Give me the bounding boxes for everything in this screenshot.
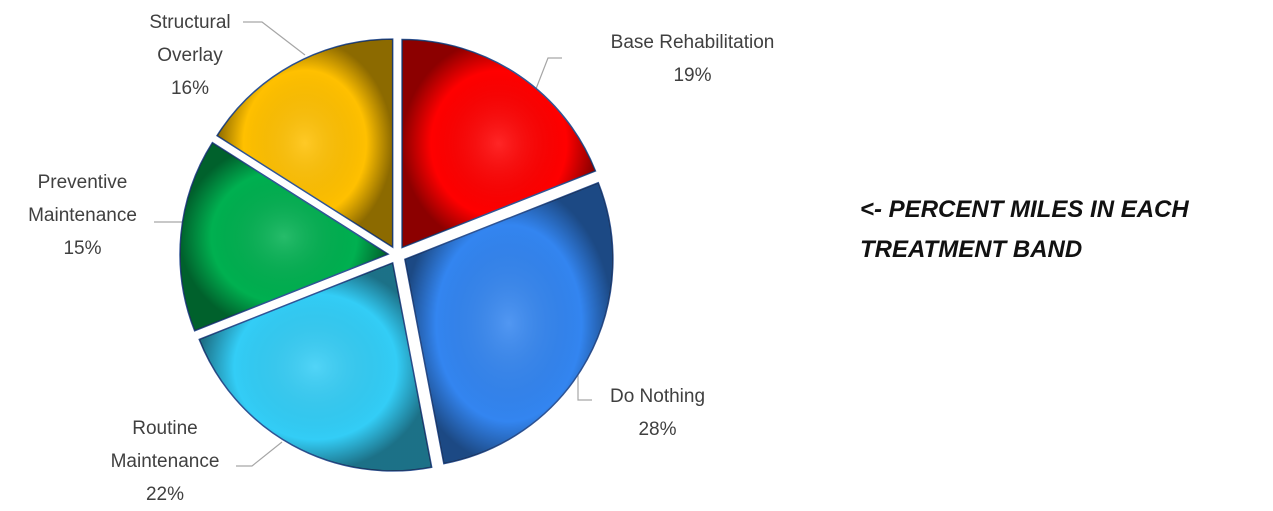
leader-line (243, 21, 306, 56)
data-label: Routine Maintenance 22% (85, 412, 245, 511)
category-label: Preventive Maintenance (28, 172, 137, 226)
data-label: Do Nothing 28% (585, 380, 730, 446)
value-label: 28% (638, 419, 677, 440)
value-label: 16% (170, 78, 210, 99)
category-label: Structural Overlay (149, 12, 231, 66)
category-label: Do Nothing (609, 386, 706, 407)
annotation: <- PERCENT MILES IN EACH TREATMENT BAND (860, 196, 1189, 263)
value-label: 15% (63, 238, 102, 259)
value-label: 22% (145, 484, 185, 505)
category-label: Base Rehabilitation (610, 32, 775, 53)
data-label: Preventive Maintenance 15% (5, 166, 160, 265)
data-label: Structural Overlay 16% (130, 6, 250, 105)
value-label: 19% (673, 65, 712, 86)
category-label: Routine Maintenance (110, 418, 220, 472)
data-label: Base Rehabilitation 19% (560, 26, 825, 92)
